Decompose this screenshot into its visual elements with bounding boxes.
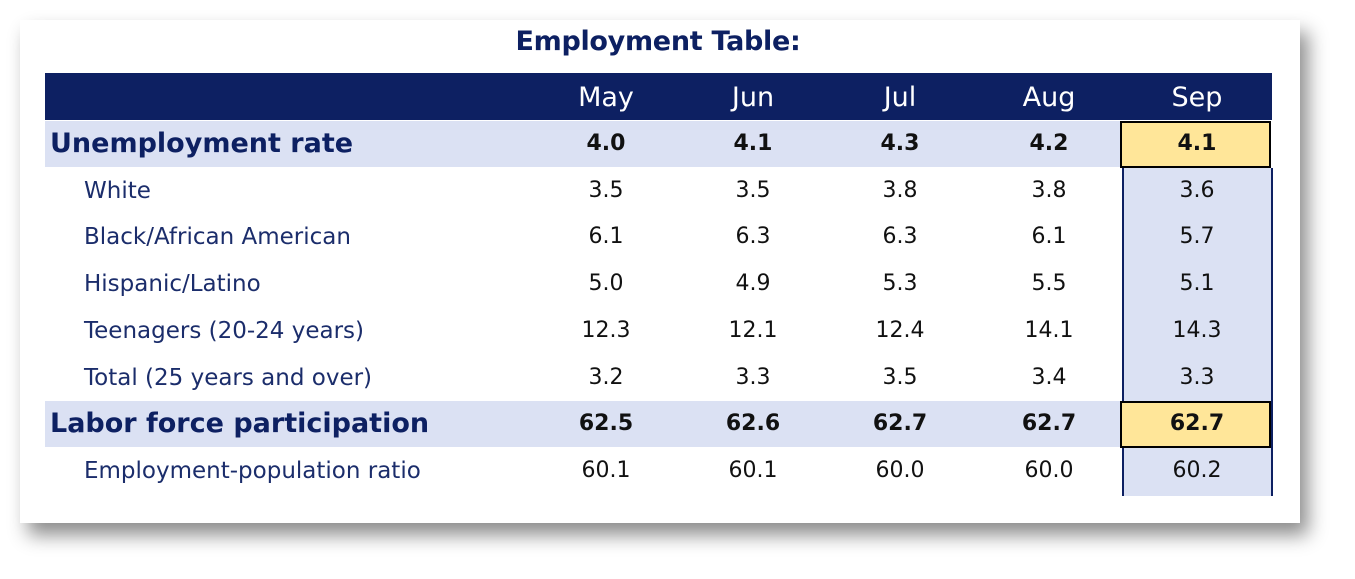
- table-cell: 6.3: [882, 224, 918, 250]
- table-cell: 62.6: [725, 411, 781, 437]
- row-label: Employment-population ratio: [84, 457, 421, 484]
- table-cell: 3.4: [1031, 364, 1067, 390]
- table-cell: 6.1: [588, 224, 624, 250]
- table-cell: 60.0: [875, 457, 925, 483]
- table-cell: 3.6: [1179, 177, 1215, 203]
- row-label: Total (25 years and over): [84, 364, 373, 391]
- table-cell: 6.3: [735, 224, 771, 250]
- table-cell: 14.3: [1172, 317, 1222, 343]
- table-cell: 3.2: [588, 364, 624, 390]
- column-header-jul: Jul: [883, 82, 917, 113]
- row-band: [45, 401, 1120, 448]
- row-label: Teenagers (20-24 years): [84, 317, 364, 344]
- table-cell: 60.1: [728, 457, 778, 483]
- table-cell: 3.8: [882, 177, 918, 203]
- column-header-may: May: [578, 82, 634, 113]
- table-cell: 62.7: [872, 411, 928, 437]
- table-cell: 3.3: [1179, 364, 1215, 390]
- table-header-bar: [45, 73, 1272, 120]
- table-title: Employment Table:: [515, 26, 801, 57]
- table-cell: 4.1: [733, 131, 773, 156]
- table-cell: 60.1: [581, 457, 631, 483]
- table-cell: 12.4: [875, 317, 925, 343]
- table-cell: 3.5: [735, 177, 771, 203]
- table-cell: 14.1: [1024, 317, 1074, 343]
- column-header-jun: Jun: [731, 82, 775, 113]
- table-cell: 3.3: [735, 364, 771, 390]
- table-cell: 62.7: [1169, 411, 1225, 437]
- table-cell: 60.0: [1024, 457, 1074, 483]
- table-cell: 3.5: [588, 177, 624, 203]
- table-cell: 3.8: [1031, 177, 1067, 203]
- table-cell: 60.2: [1172, 457, 1222, 483]
- table-cell: 5.0: [588, 271, 624, 297]
- table-cell: 4.2: [1029, 131, 1069, 156]
- row-label: Labor force participation: [50, 408, 430, 440]
- row-band: [45, 121, 1120, 167]
- table-cell: 4.9: [735, 271, 771, 297]
- row-label: White: [84, 177, 151, 204]
- row-label: Black/African American: [84, 224, 351, 251]
- column-header-sep: Sep: [1171, 82, 1223, 113]
- row-label: Hispanic/Latino: [84, 271, 261, 298]
- table-cell: 5.1: [1179, 271, 1215, 297]
- column-header-aug: Aug: [1022, 82, 1076, 113]
- table-cell: 12.3: [581, 317, 631, 343]
- table-cell: 4.1: [1177, 131, 1217, 156]
- table-cell: 5.5: [1031, 271, 1067, 297]
- table-cell: 3.5: [882, 364, 918, 390]
- table-cell: 5.3: [882, 271, 918, 297]
- table-cell: 62.7: [1021, 411, 1077, 437]
- table-cell: 5.7: [1179, 224, 1215, 250]
- table-cell: 12.1: [728, 317, 778, 343]
- table-cell: 62.5: [578, 411, 634, 437]
- table-cell: 4.3: [880, 131, 920, 156]
- table-cell: 4.0: [586, 131, 626, 156]
- sep-value-highlight: [1120, 401, 1271, 449]
- row-label: Unemployment rate: [50, 128, 354, 159]
- table-cell: 6.1: [1031, 224, 1067, 250]
- sep-value-highlight: [1120, 121, 1271, 168]
